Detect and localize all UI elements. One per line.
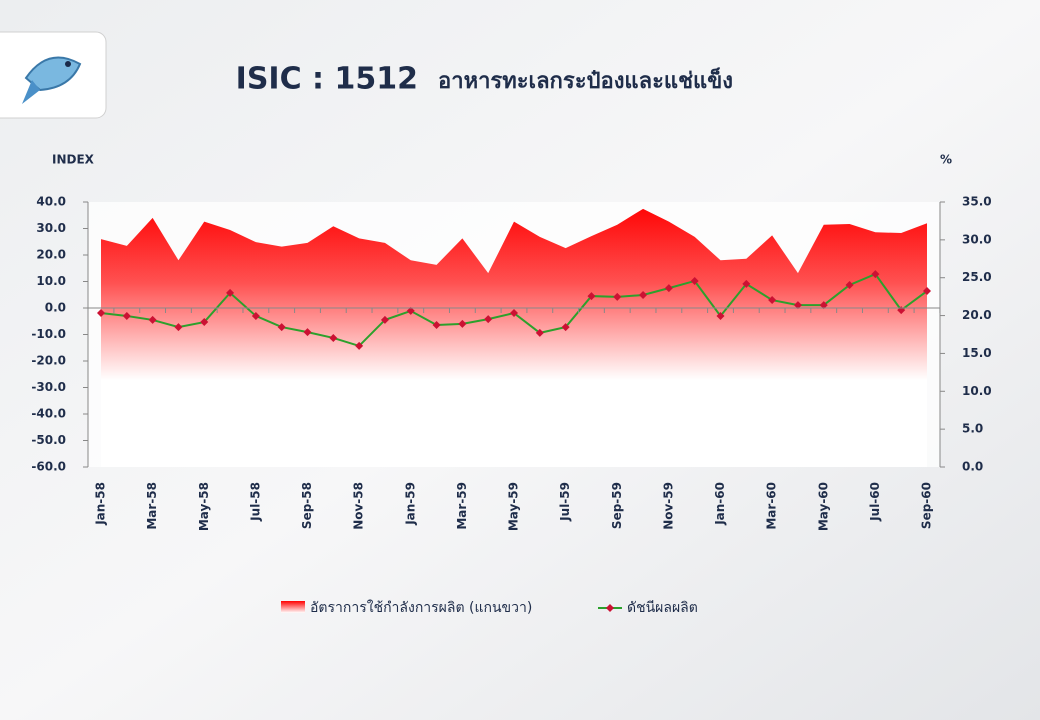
legend-label: อัตราการใช้กำลังการผลิต (แกนขวา) <box>310 599 532 616</box>
x-tick-label: Jul-58 <box>248 482 262 522</box>
y-tick-label: -50.0 <box>31 433 66 447</box>
y-tick-label: -60.0 <box>31 460 66 474</box>
x-tick-label: Jul-60 <box>868 482 882 522</box>
x-tick-label: Sep-58 <box>300 482 314 529</box>
marker <box>458 319 467 328</box>
x-tick-label: May-59 <box>507 482 521 531</box>
marker <box>613 292 622 301</box>
y-tick-label: 10.0 <box>36 274 66 288</box>
legend-swatch <box>606 604 614 612</box>
x-tick-label: Jan-58 <box>94 482 108 526</box>
x-tick-label: Mar-59 <box>455 482 469 530</box>
y-tick-label: 30.0 <box>36 221 66 235</box>
y-tick-label: 40.0 <box>36 195 66 209</box>
y-tick-label: -30.0 <box>31 380 66 394</box>
marker <box>768 296 777 305</box>
x-tick-label: Jan-60 <box>713 482 727 526</box>
y2-tick-label: 30.0 <box>962 232 992 246</box>
x-tick-label: Mar-58 <box>145 482 159 530</box>
x-tick-label: May-58 <box>197 482 211 531</box>
marker <box>535 328 544 337</box>
marker <box>226 288 235 297</box>
y2-axis-label: % <box>940 153 952 167</box>
x-tick-label: Nov-58 <box>352 482 366 530</box>
area <box>101 208 927 468</box>
x-tick-label: Sep-60 <box>920 482 934 529</box>
legend-swatch <box>281 601 305 613</box>
x-tick-label: Nov-59 <box>661 482 675 530</box>
legend-label: ดัชนีผลผลิต <box>627 600 698 616</box>
y-tick-label: 0.0 <box>45 301 66 315</box>
marker <box>277 323 286 332</box>
marker <box>432 320 441 329</box>
x-tick-label: Sep-59 <box>610 482 624 529</box>
chart-title: ISIC : 1512 <box>236 62 418 97</box>
y-tick-label: -40.0 <box>31 407 66 421</box>
marker <box>690 276 699 285</box>
marker <box>329 333 338 342</box>
marker <box>200 318 209 327</box>
x-tick-label: Mar-60 <box>765 482 779 530</box>
x-tick-label: Jan-59 <box>403 482 417 526</box>
marker <box>742 279 751 288</box>
legend: อัตราการใช้กำลังการผลิต (แกนขวา) ดัชนีผลผ… <box>281 599 698 616</box>
marker <box>174 323 183 332</box>
y-tick-label: 20.0 <box>36 248 66 262</box>
y-axis-label: INDEX <box>52 153 95 167</box>
marker <box>845 280 854 289</box>
y2-tick-label: 5.0 <box>962 422 983 436</box>
marker <box>923 287 931 296</box>
y2-tick-label: 0.0 <box>962 460 983 474</box>
y-tick-label: -20.0 <box>31 354 66 368</box>
y2-tick-label: 10.0 <box>962 384 992 398</box>
marker <box>510 309 518 318</box>
marker <box>355 341 364 350</box>
marker <box>303 328 312 337</box>
marker <box>484 315 493 324</box>
marker <box>716 311 725 320</box>
marker <box>793 301 802 310</box>
marker <box>561 323 570 332</box>
marker <box>380 315 389 324</box>
y2-tick-label: 15.0 <box>962 346 992 360</box>
chart-subtitle: อาหารทะเลกระป๋องและแช่แข็ง <box>438 66 733 94</box>
y2-tick-label: 35.0 <box>962 195 992 209</box>
marker <box>97 309 105 318</box>
y-tick-label: -10.0 <box>31 327 66 341</box>
x-tick-label: May-60 <box>816 482 830 531</box>
marker <box>664 284 673 293</box>
marker <box>639 291 648 300</box>
marker <box>251 311 260 320</box>
marker <box>819 301 828 310</box>
marker <box>122 311 131 320</box>
marker <box>148 315 157 324</box>
marker <box>587 292 596 301</box>
x-tick-label: Jul-59 <box>558 482 572 522</box>
marker <box>406 306 415 315</box>
marker <box>871 270 880 279</box>
y2-tick-label: 25.0 <box>962 270 992 284</box>
y2-tick-label: 20.0 <box>962 308 992 322</box>
logo <box>0 31 107 119</box>
